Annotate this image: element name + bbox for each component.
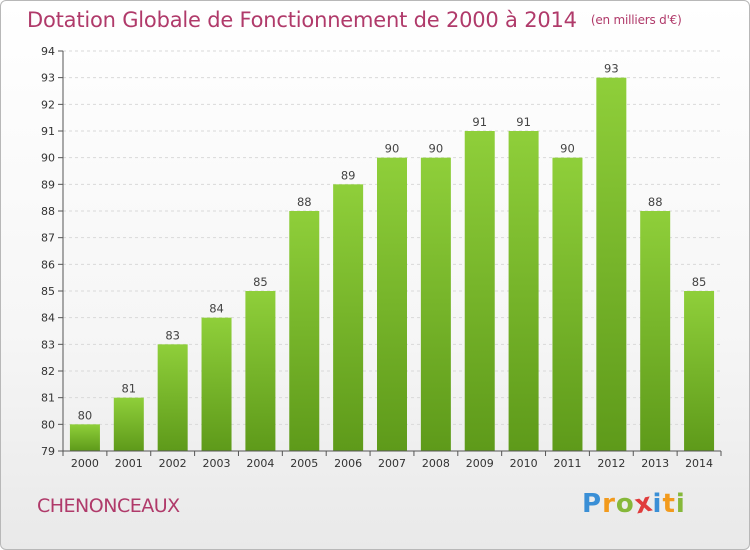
bar-2012[interactable]	[596, 77, 627, 452]
bar-2007[interactable]	[377, 157, 407, 451]
bar-2002[interactable]	[157, 344, 188, 451]
y-axis: 79 80 81 82 83 84 85 86 87 88 89 90 91 92 93 94	[41, 45, 64, 458]
data-label-2004: 85	[253, 275, 268, 289]
y-tick-label: 88	[41, 205, 55, 218]
y-tick-label: 82	[41, 365, 55, 378]
x-tick-label-2013: 2013	[641, 457, 669, 470]
y-tick-label: 85	[41, 285, 55, 298]
y-tick-label: 93	[41, 72, 55, 85]
data-label-2011: 90	[560, 142, 575, 156]
x-tick-label-2000: 2000	[71, 457, 99, 470]
bar-2010[interactable]	[508, 131, 539, 451]
place-name: CHENONCEAUX	[37, 495, 180, 517]
data-label-2005: 88	[297, 195, 312, 209]
x-tick-label-2009: 2009	[466, 457, 494, 470]
y-tick-label: 79	[41, 445, 55, 458]
x-tick-label-2003: 2003	[203, 457, 231, 470]
data-label-2006: 89	[341, 168, 356, 182]
bar-2013[interactable]	[640, 211, 671, 451]
y-tick-label: 86	[41, 258, 55, 271]
bar-2005[interactable]	[289, 211, 320, 451]
logo-letter: r	[602, 489, 616, 519]
y-tick-label: 89	[41, 178, 55, 191]
y-tick-label: 84	[41, 312, 55, 325]
x-tick-label-2011: 2011	[553, 457, 581, 470]
x-tick-label-2005: 2005	[290, 457, 318, 470]
chart-unit-note: (en milliers d'€)	[590, 13, 682, 27]
bar-2000[interactable]	[69, 424, 100, 451]
bar-2006[interactable]	[333, 184, 364, 452]
bar-2014[interactable]	[684, 291, 715, 451]
logo-letter: t	[662, 489, 676, 519]
y-tick-label: 80	[41, 418, 55, 431]
x-tick-label-2010: 2010	[510, 457, 538, 470]
y-tick-label: 94	[41, 45, 55, 58]
data-label-2007: 90	[385, 142, 400, 156]
y-tick-label: 81	[41, 392, 55, 405]
logo-letter: i	[652, 489, 663, 519]
bar-2004[interactable]	[245, 291, 276, 451]
y-tick-label: 92	[41, 98, 55, 111]
data-label-2003: 84	[209, 302, 224, 316]
bar-2008[interactable]	[420, 157, 451, 451]
proxiti-logo[interactable]: Proxiti	[582, 487, 686, 520]
data-label-2002: 83	[165, 328, 180, 342]
bar-2009[interactable]	[464, 131, 495, 451]
data-label-2013: 88	[648, 195, 663, 209]
x-tick-label-2008: 2008	[422, 457, 450, 470]
x-tick-label-2012: 2012	[597, 457, 625, 470]
y-tick-label: 91	[41, 125, 55, 138]
chart-title-text: Dotation Globale de Fonctionnement de 20…	[27, 8, 577, 32]
x-axis: 2000 2001 2002 2003 2004 2005 2006 2007 2008 2009…	[62, 450, 722, 470]
x-tick-label-2007: 2007	[378, 457, 406, 470]
data-label-2008: 90	[429, 142, 444, 156]
x-tick-label-2001: 2001	[115, 457, 143, 470]
y-tick-label: 90	[41, 152, 55, 165]
data-label-2012: 93	[604, 62, 619, 76]
logo-letter: P	[582, 489, 603, 519]
x-tick-label-2014: 2014	[685, 457, 713, 470]
y-tick-label: 83	[41, 338, 55, 351]
bar-2001[interactable]	[113, 397, 144, 451]
x-tick-label-2002: 2002	[159, 457, 187, 470]
x-tick-label-2004: 2004	[246, 457, 274, 470]
bar-2011[interactable]	[552, 157, 583, 451]
data-label-2010: 91	[516, 115, 531, 129]
data-label-2009: 91	[472, 115, 487, 129]
data-label-2000: 80	[78, 408, 93, 422]
y-tick-label: 87	[41, 232, 55, 245]
data-label-2001: 81	[121, 382, 136, 396]
bar-2003[interactable]	[201, 317, 232, 451]
bars: 80 81 83 84 85 88 89 90 90 91 91 90 93 88 85	[69, 62, 715, 452]
x-tick-label-2006: 2006	[334, 457, 362, 470]
chart-title: Dotation Globale de Fonctionnement de 20…	[27, 8, 682, 32]
logo-letter: o	[615, 489, 635, 519]
data-label-2014: 85	[692, 275, 707, 289]
logo-letter: i	[675, 489, 686, 519]
